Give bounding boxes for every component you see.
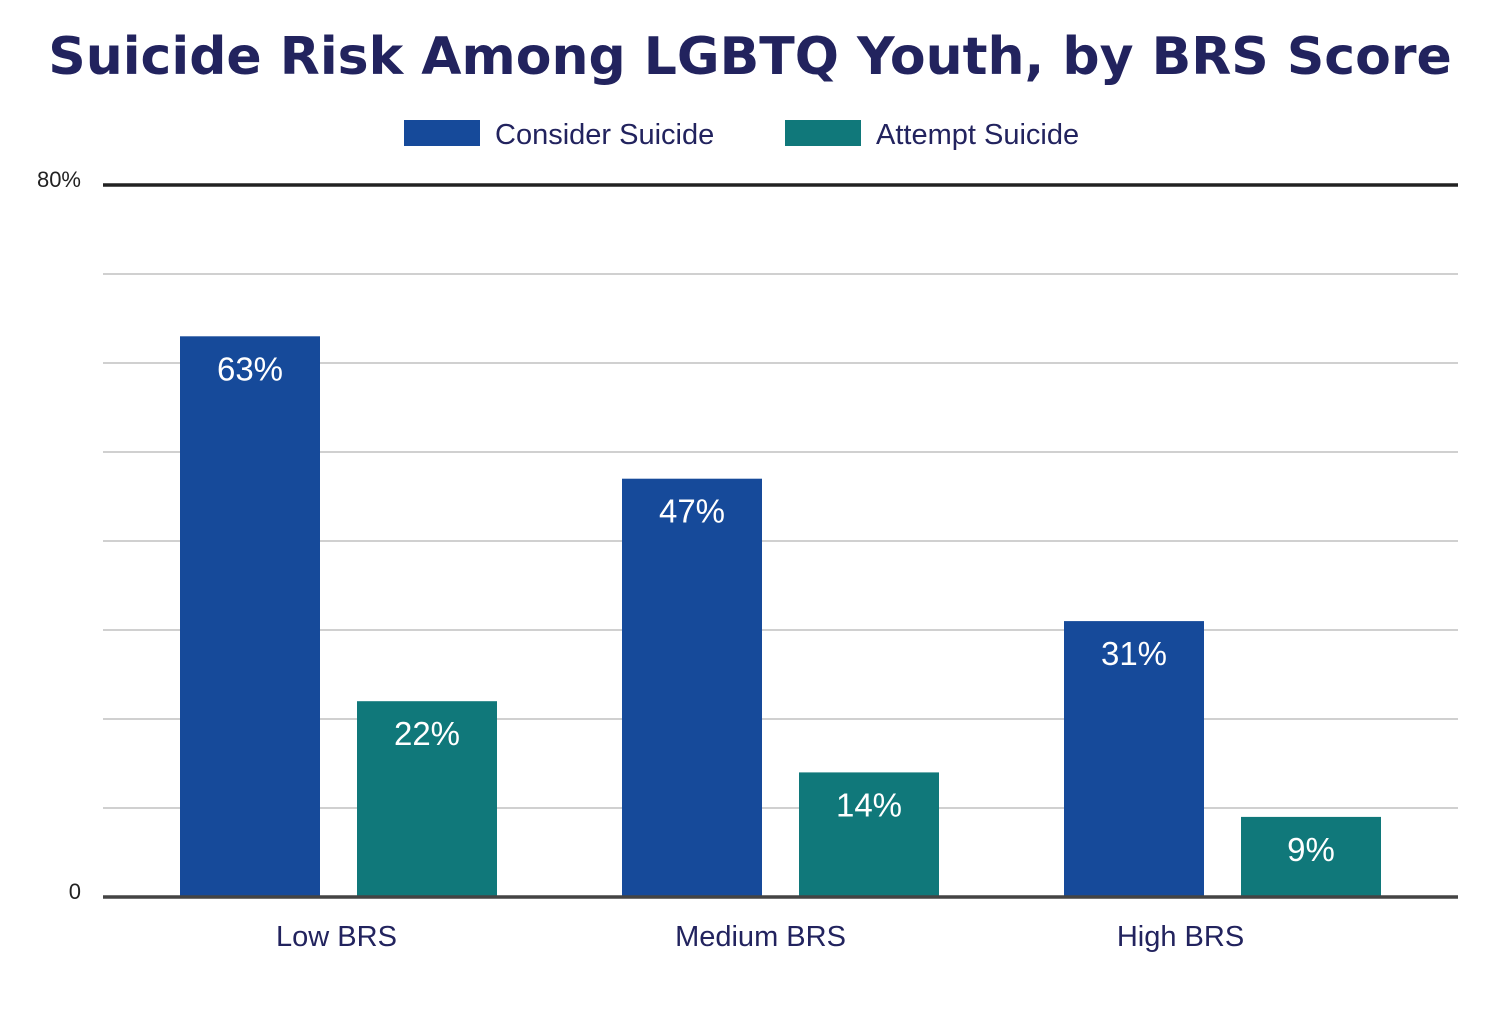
gridlines — [103, 273, 1458, 809]
bar-attempt-1 — [799, 772, 939, 897]
bar-consider-2 — [1064, 621, 1204, 897]
bar-attempt-0 — [357, 701, 497, 897]
bars: 63% 22% Low BRS 47% 14% Medium BRS 31% 9% High B… — [180, 336, 1381, 953]
x-category-label: High BRS — [1117, 921, 1244, 953]
legend-swatch-consider — [404, 120, 480, 146]
legend-swatch-attempt — [785, 120, 861, 146]
legend: Consider Suicide Attempt Suicide — [404, 119, 1079, 151]
x-category-label: Medium BRS — [675, 921, 846, 953]
chart-title: Suicide Risk Among LGBTQ Youth, by BRS S… — [48, 27, 1452, 87]
bar-consider-0 — [180, 336, 320, 897]
data-label: 47% — [659, 493, 725, 530]
data-label: 9% — [1287, 831, 1335, 868]
bar-attempt-2 — [1241, 816, 1381, 897]
y-tick-bottom: 0 — [69, 879, 81, 904]
data-label: 22% — [394, 715, 460, 752]
data-label: 63% — [217, 350, 283, 387]
data-label: 14% — [836, 786, 902, 823]
legend-label-attempt: Attempt Suicide — [876, 119, 1079, 151]
legend-label-consider: Consider Suicide — [495, 119, 714, 151]
x-category-label: Low BRS — [276, 921, 397, 953]
y-tick-top: 80% — [37, 167, 81, 192]
data-label: 31% — [1101, 635, 1167, 672]
bar-consider-1 — [622, 478, 762, 897]
